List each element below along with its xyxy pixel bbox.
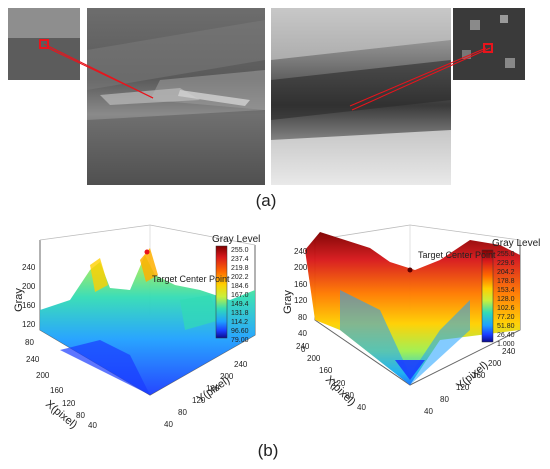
left-3d-plot bbox=[39, 224, 256, 396]
right-x-tick: 120 bbox=[332, 379, 346, 388]
right-zoom-connector bbox=[349, 47, 491, 111]
right-legend-tick: 128.0 bbox=[497, 296, 515, 303]
right-y-tick: 240 bbox=[502, 347, 516, 356]
left-y-ticks: 40 80 120 160 200 240 bbox=[164, 360, 248, 429]
right-legend-tick: 229.6 bbox=[497, 260, 515, 267]
left-legend-tick: 237.4 bbox=[231, 256, 249, 263]
right-z-axis-label: Gray bbox=[282, 290, 294, 314]
right-y-tick: 40 bbox=[424, 407, 433, 416]
right-z-tick: 160 bbox=[294, 280, 308, 289]
right-legend-ticks: 255.0 229.6 204.2 178.8 153.4 128.0 102.… bbox=[497, 251, 515, 348]
right-y-tick: 120 bbox=[456, 383, 470, 392]
right-z-tick: 80 bbox=[298, 313, 307, 322]
right-annotation: Target Center Point bbox=[418, 250, 496, 260]
left-x-tick: 200 bbox=[36, 371, 50, 380]
right-legend-tick: 77.20 bbox=[497, 314, 515, 321]
right-z-tick: 120 bbox=[294, 296, 308, 305]
right-z-tick: 240 bbox=[294, 247, 308, 256]
right-legend-tick: 51.80 bbox=[497, 323, 515, 330]
left-x-tick: 80 bbox=[76, 411, 85, 420]
left-legend-tick: 79.00 bbox=[231, 337, 249, 344]
left-x-tick: 240 bbox=[26, 355, 40, 364]
right-z-tick: 200 bbox=[294, 263, 308, 272]
right-3d-plot bbox=[305, 224, 521, 386]
left-z-tick: 200 bbox=[22, 282, 36, 291]
left-y-tick: 160 bbox=[206, 384, 220, 393]
left-z-tick: 160 bbox=[22, 301, 36, 310]
left-zoom-connector bbox=[43, 43, 154, 99]
right-infrared-image bbox=[271, 8, 451, 185]
right-legend-title: Gray Level bbox=[492, 238, 540, 249]
left-legend-tick: 219.8 bbox=[231, 265, 249, 272]
right-y-tick: 160 bbox=[472, 371, 486, 380]
left-y-tick: 240 bbox=[234, 360, 248, 369]
left-legend-tick: 114.2 bbox=[231, 319, 248, 326]
left-infrared-image bbox=[87, 8, 265, 185]
left-legend-tick: 255.0 bbox=[231, 247, 249, 254]
right-legend-tick: 178.8 bbox=[497, 278, 515, 285]
left-z-ticks: 80 120 160 200 240 bbox=[22, 263, 36, 347]
left-legend-tick: 184.6 bbox=[231, 283, 249, 290]
right-z-tick: 40 bbox=[298, 329, 307, 338]
panel-label-a: (a) bbox=[256, 191, 277, 210]
right-legend-tick: 204.2 bbox=[497, 269, 515, 276]
right-legend-tick: 26.40 bbox=[497, 332, 515, 339]
right-z-ticks: 0 40 80 120 160 200 240 bbox=[294, 247, 308, 354]
left-legend-ticks: 255.0 237.4 219.8 202.2 184.6 167.0 149.… bbox=[231, 247, 249, 344]
left-x-ticks: 40 80 120 160 200 240 bbox=[26, 355, 97, 430]
left-z-tick: 120 bbox=[22, 320, 36, 329]
right-legend-tick: 102.6 bbox=[497, 305, 515, 312]
right-y-ticks: 40 80 120 160 200 240 bbox=[424, 347, 516, 416]
right-x-ticks: 40 80 120 160 200 240 bbox=[296, 342, 366, 412]
left-z-tick: 240 bbox=[22, 263, 36, 272]
right-legend-tick: 1.000 bbox=[497, 341, 515, 348]
left-legend-tick: 96.60 bbox=[231, 328, 249, 335]
right-x-tick: 240 bbox=[296, 342, 310, 351]
right-x-tick: 200 bbox=[307, 354, 321, 363]
right-x-tick: 40 bbox=[357, 403, 366, 412]
panel-label-b: (b) bbox=[258, 441, 279, 460]
left-legend-tick: 202.2 bbox=[231, 274, 249, 281]
left-legend-tick: 149.4 bbox=[231, 301, 249, 308]
left-y-tick: 120 bbox=[192, 396, 206, 405]
right-y-tick: 80 bbox=[440, 395, 449, 404]
left-x-tick: 120 bbox=[62, 399, 76, 408]
left-legend-tick: 167.0 bbox=[231, 292, 249, 299]
left-z-axis-label: Gray bbox=[13, 288, 25, 312]
right-z-tick: 0 bbox=[301, 345, 306, 354]
left-z-tick: 80 bbox=[25, 338, 34, 347]
right-x-tick: 160 bbox=[319, 366, 333, 375]
right-zoom-inset bbox=[453, 8, 525, 80]
left-annotation: Target Center Point bbox=[152, 274, 230, 284]
left-x-tick: 160 bbox=[50, 386, 64, 395]
right-legend-tick: 153.4 bbox=[497, 287, 515, 294]
left-y-tick: 40 bbox=[164, 420, 173, 429]
left-x-tick: 40 bbox=[88, 421, 97, 430]
left-y-tick: 80 bbox=[178, 408, 187, 417]
right-legend-tick: 255.0 bbox=[497, 251, 515, 258]
left-legend-title: Gray Level bbox=[212, 234, 260, 245]
left-legend-tick: 131.8 bbox=[231, 310, 249, 317]
right-x-tick: 80 bbox=[345, 391, 354, 400]
right-y-tick: 200 bbox=[488, 359, 502, 368]
left-y-tick: 200 bbox=[220, 372, 234, 381]
